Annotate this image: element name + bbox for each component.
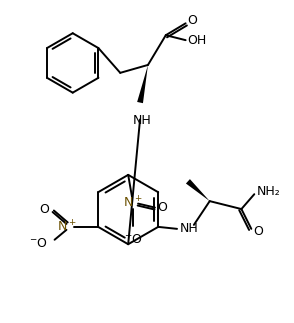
- Text: O: O: [188, 14, 198, 27]
- Text: NH: NH: [180, 222, 199, 235]
- Text: O: O: [253, 225, 263, 238]
- Text: N$^+$: N$^+$: [57, 219, 76, 234]
- Text: N$^+$: N$^+$: [123, 195, 143, 210]
- Polygon shape: [186, 179, 210, 201]
- Text: NH: NH: [133, 114, 151, 128]
- Text: $^{-}$O: $^{-}$O: [29, 237, 48, 250]
- Text: $^{-}$O: $^{-}$O: [124, 233, 143, 246]
- Text: O: O: [40, 203, 50, 215]
- Text: O: O: [157, 201, 167, 214]
- Polygon shape: [137, 65, 148, 103]
- Text: NH₂: NH₂: [256, 185, 280, 198]
- Text: OH: OH: [188, 34, 207, 47]
